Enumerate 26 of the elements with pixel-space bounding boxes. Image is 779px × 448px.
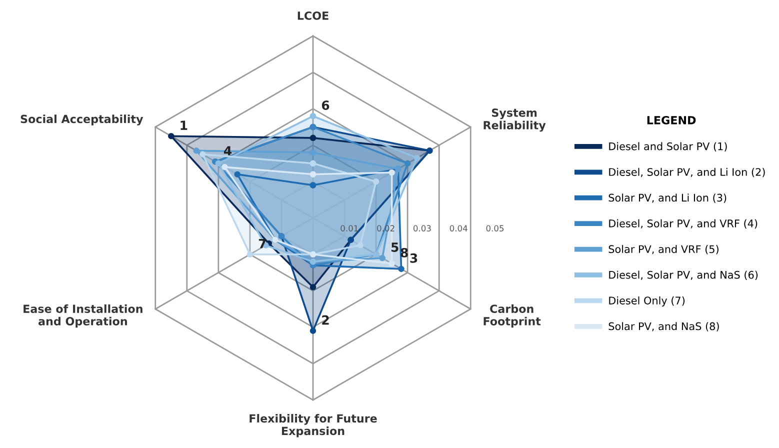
legend-label: Diesel, Solar PV, and NaS (6) (609, 270, 758, 280)
y-tick-label: 0.04 (450, 225, 468, 232)
text: 4 (224, 146, 232, 156)
legend-title: LEGEND (647, 116, 696, 124)
spoke-label: System Reliability (484, 108, 546, 132)
spoke-label: LCOE (298, 11, 328, 20)
legend-label: Diesel, Solar PV, and Li Ion (2) (609, 168, 765, 178)
spoke-label: Carbon Footprint (484, 304, 541, 328)
text: 1 (180, 120, 188, 130)
legend-label: Solar PV, and NaS (8) (608, 322, 719, 332)
legend-label: Solar PV, and Li Ion (3) (608, 194, 726, 203)
text: 6 (322, 100, 330, 110)
legend-label: Diesel, Solar PV, and VRF (4) (609, 219, 758, 229)
text: 3 (410, 253, 418, 263)
y-tick-label: 0.03 (413, 225, 431, 232)
text: 2 (322, 315, 329, 325)
legend-label: Diesel Only (7) (609, 296, 685, 306)
spoke-label: Flexibility for Future Expansion (250, 414, 377, 438)
spoke-label: Ease of Installation and Operation (24, 304, 142, 328)
text: 7 (258, 239, 266, 248)
legend-label: Solar PV, and VRF (5) (608, 245, 718, 254)
legend-label: Diesel and Solar PV (1) (609, 142, 727, 152)
y-tick-label: 0.05 (486, 225, 504, 232)
text: 5 (391, 242, 398, 252)
spoke-label: Social Acceptability (20, 114, 144, 126)
y-tick-label: 0.01 (340, 225, 358, 232)
